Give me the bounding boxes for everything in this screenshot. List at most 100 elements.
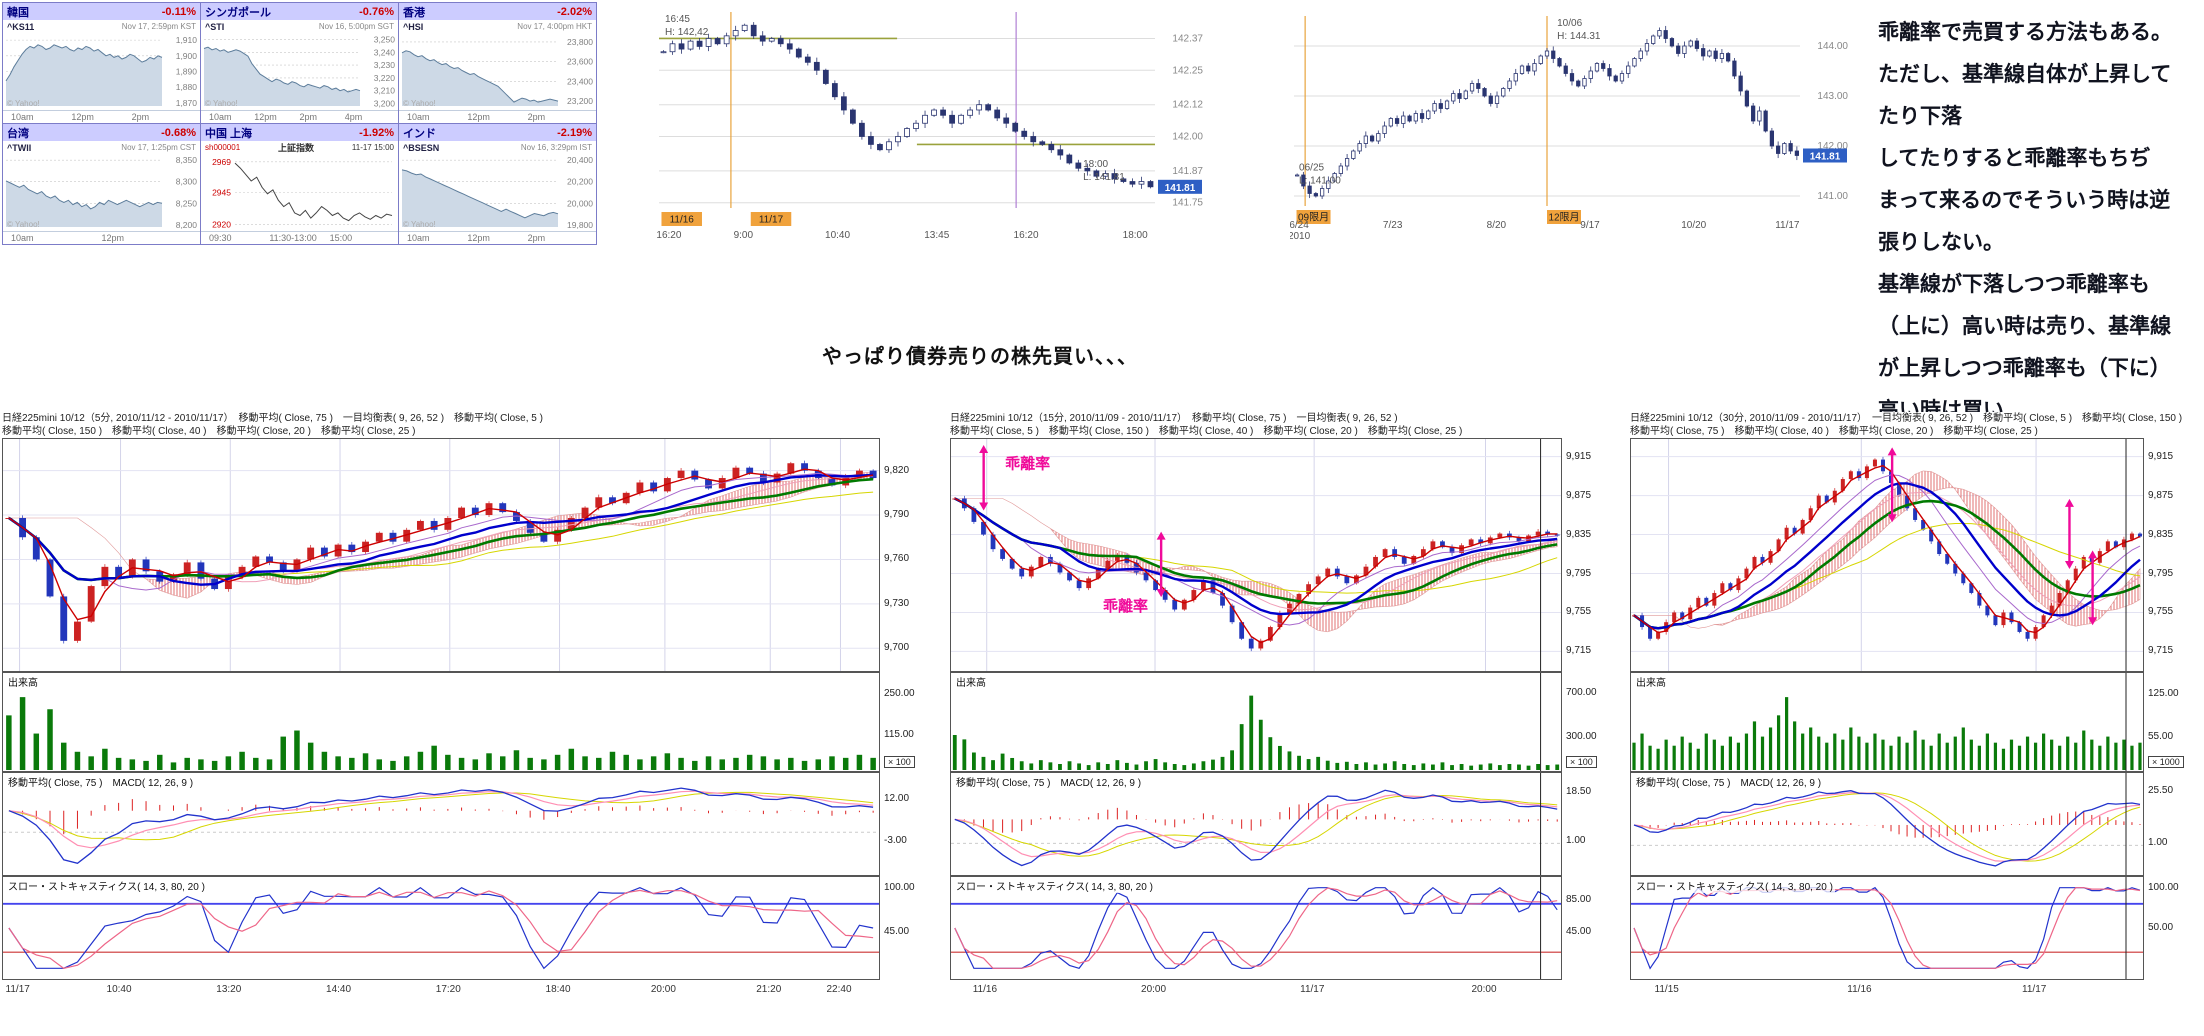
candle-body <box>1751 105 1756 122</box>
x-tick-label: 18:40 <box>545 984 571 995</box>
area-fill <box>402 50 558 106</box>
chart-text: 乖離率 <box>1103 597 1148 615</box>
candle-body <box>746 467 754 474</box>
candle-body <box>458 507 466 518</box>
price-tick-label: 9,700 <box>884 642 910 654</box>
band-border <box>950 672 1562 772</box>
candle-body <box>1680 612 1685 620</box>
candle-body <box>1076 580 1082 589</box>
candle-body <box>348 544 356 553</box>
candle-body <box>1419 113 1425 119</box>
candle-body <box>1093 170 1100 177</box>
price-tick-label: 9,715 <box>1566 645 1592 657</box>
candle-body <box>741 24 748 31</box>
jgb-intraday-chart: 142.37 142.25 142.12 142.00 141.87 141.75 141.… <box>655 4 1207 244</box>
macd-band-labels: 25.50 1.00 <box>2144 772 2202 876</box>
macd-band: 18.50 1.00 移動平均( Close, 75 ) MACD( 12, 26,… <box>950 772 1620 876</box>
candle-body <box>1369 135 1375 142</box>
chart-text: H: 144.31 <box>1557 31 1601 42</box>
mini-x-tick: 12pm <box>101 232 125 243</box>
panel-header-line2: 移動平均( Close, 150 ) 移動平均( Close, 40 ) 移動平… <box>2 426 416 437</box>
band-border <box>2 438 880 672</box>
ma-blue <box>8 473 874 586</box>
band-border <box>1630 438 2144 672</box>
market-symbol: ^BSESN <box>403 142 440 153</box>
x-tick-label: 20:00 <box>650 984 676 995</box>
mini-x-tick: 12pm <box>467 232 490 243</box>
market-change: -0.11% <box>161 5 196 18</box>
mini-chart-canvas: 8,350 8,300 8,250 8,200 <box>5 155 197 230</box>
yahoo-watermark: © Yahoo! <box>403 220 436 229</box>
candle-body <box>1143 572 1149 581</box>
chart-text: 3,250 <box>374 35 396 45</box>
candle-body <box>1953 563 1958 574</box>
candle-body <box>1229 605 1235 623</box>
candle-body <box>877 144 883 151</box>
candle-body <box>1752 556 1757 569</box>
candle-body <box>1420 549 1426 556</box>
mini-time-axis: 10am 12pm <box>3 231 200 243</box>
candle-body <box>1921 519 1926 530</box>
market-timestamp: Nov 17, 2:59pm KST <box>121 22 196 31</box>
market-timestamp: Nov 17, 4:00pm HKT <box>517 22 592 31</box>
candle-body <box>1048 556 1053 564</box>
macd-tick-label: 18.50 <box>1566 786 1592 798</box>
candle-body <box>1544 50 1550 57</box>
xaxis-row: 11/17 10:40 13:20 14:40 17:20 18:40 20:00 21:20… <box>2 980 938 1000</box>
candle-body <box>1672 612 1677 623</box>
candle-body <box>801 463 808 471</box>
price-band-plot <box>1630 438 2144 672</box>
price-tick-label: 9,760 <box>884 553 910 565</box>
stoch-d-line <box>954 887 1558 969</box>
chart-text: 1,880 <box>176 82 198 92</box>
price-tick-label: 9,755 <box>1566 606 1592 618</box>
price-band-labels: 9,915 9,875 9,835 9,795 9,755 9,715 <box>2144 438 2202 672</box>
mini-subheader: ^BSESN Nov 16, 3:29pm IST <box>399 141 596 154</box>
candle-body <box>759 473 767 483</box>
candle-body <box>669 43 676 53</box>
candle-body <box>1651 35 1656 44</box>
candle-body <box>1824 495 1829 503</box>
note-line: （上に）高い時は売り、基準線 <box>1878 315 2172 338</box>
candle-body <box>1344 158 1350 167</box>
candle-body <box>1945 554 1950 564</box>
candle-body <box>1588 70 1593 79</box>
yahoo-watermark: © Yahoo! <box>205 99 238 108</box>
candle-body <box>971 508 977 522</box>
candle-body <box>2129 533 2134 540</box>
volume-band: 700.00 300.00 × 100 出来高 <box>950 672 1620 772</box>
market-change: -0.68% <box>161 126 196 139</box>
mini-x-tick: 10am <box>209 111 232 122</box>
ichimoku-cloud <box>1634 470 2141 629</box>
stoch-tick-label: 100.00 <box>884 881 915 893</box>
candle-body <box>732 30 739 37</box>
candle-body <box>940 109 946 116</box>
candle-body <box>1701 48 1706 57</box>
price-tick-label: 9,790 <box>884 509 910 521</box>
stoch-d-line <box>1633 887 2141 969</box>
price-tick-label: 9,835 <box>2148 528 2174 540</box>
candle-body <box>1120 178 1127 182</box>
mini-market-india: インド -2.19% ^BSESN Nov 16, 3:29pm IST © Y… <box>398 123 597 245</box>
chart-text: L: 141.00 <box>1299 175 1341 186</box>
candle-body <box>759 35 766 42</box>
candle-body <box>581 507 589 518</box>
chart-text: 23,400 <box>567 76 593 86</box>
chart-text: 10/06 <box>1557 18 1582 29</box>
candle-body <box>1763 110 1768 132</box>
market-name: 韓国 <box>7 6 29 19</box>
market-index-name: 上証指数 <box>278 143 315 153</box>
candle-body <box>320 547 328 557</box>
candle-body <box>1191 590 1197 600</box>
mini-x-tick: 2pm <box>131 111 150 122</box>
candle-body <box>554 529 562 542</box>
candle-body <box>1482 88 1487 97</box>
price-tick-label: 9,915 <box>1566 450 1592 462</box>
chart-text: 6/24 <box>1290 220 1309 231</box>
candle-body <box>2025 631 2030 639</box>
candle-body <box>1794 150 1799 156</box>
chart-text: 3,240 <box>374 47 396 57</box>
chart-text: 16:45 <box>665 14 690 25</box>
panel-header-line2: 移動平均( Close, 5 ) 移動平均( Close, 150 ) 移動平均… <box>950 426 1463 437</box>
candle-body <box>1030 136 1037 143</box>
